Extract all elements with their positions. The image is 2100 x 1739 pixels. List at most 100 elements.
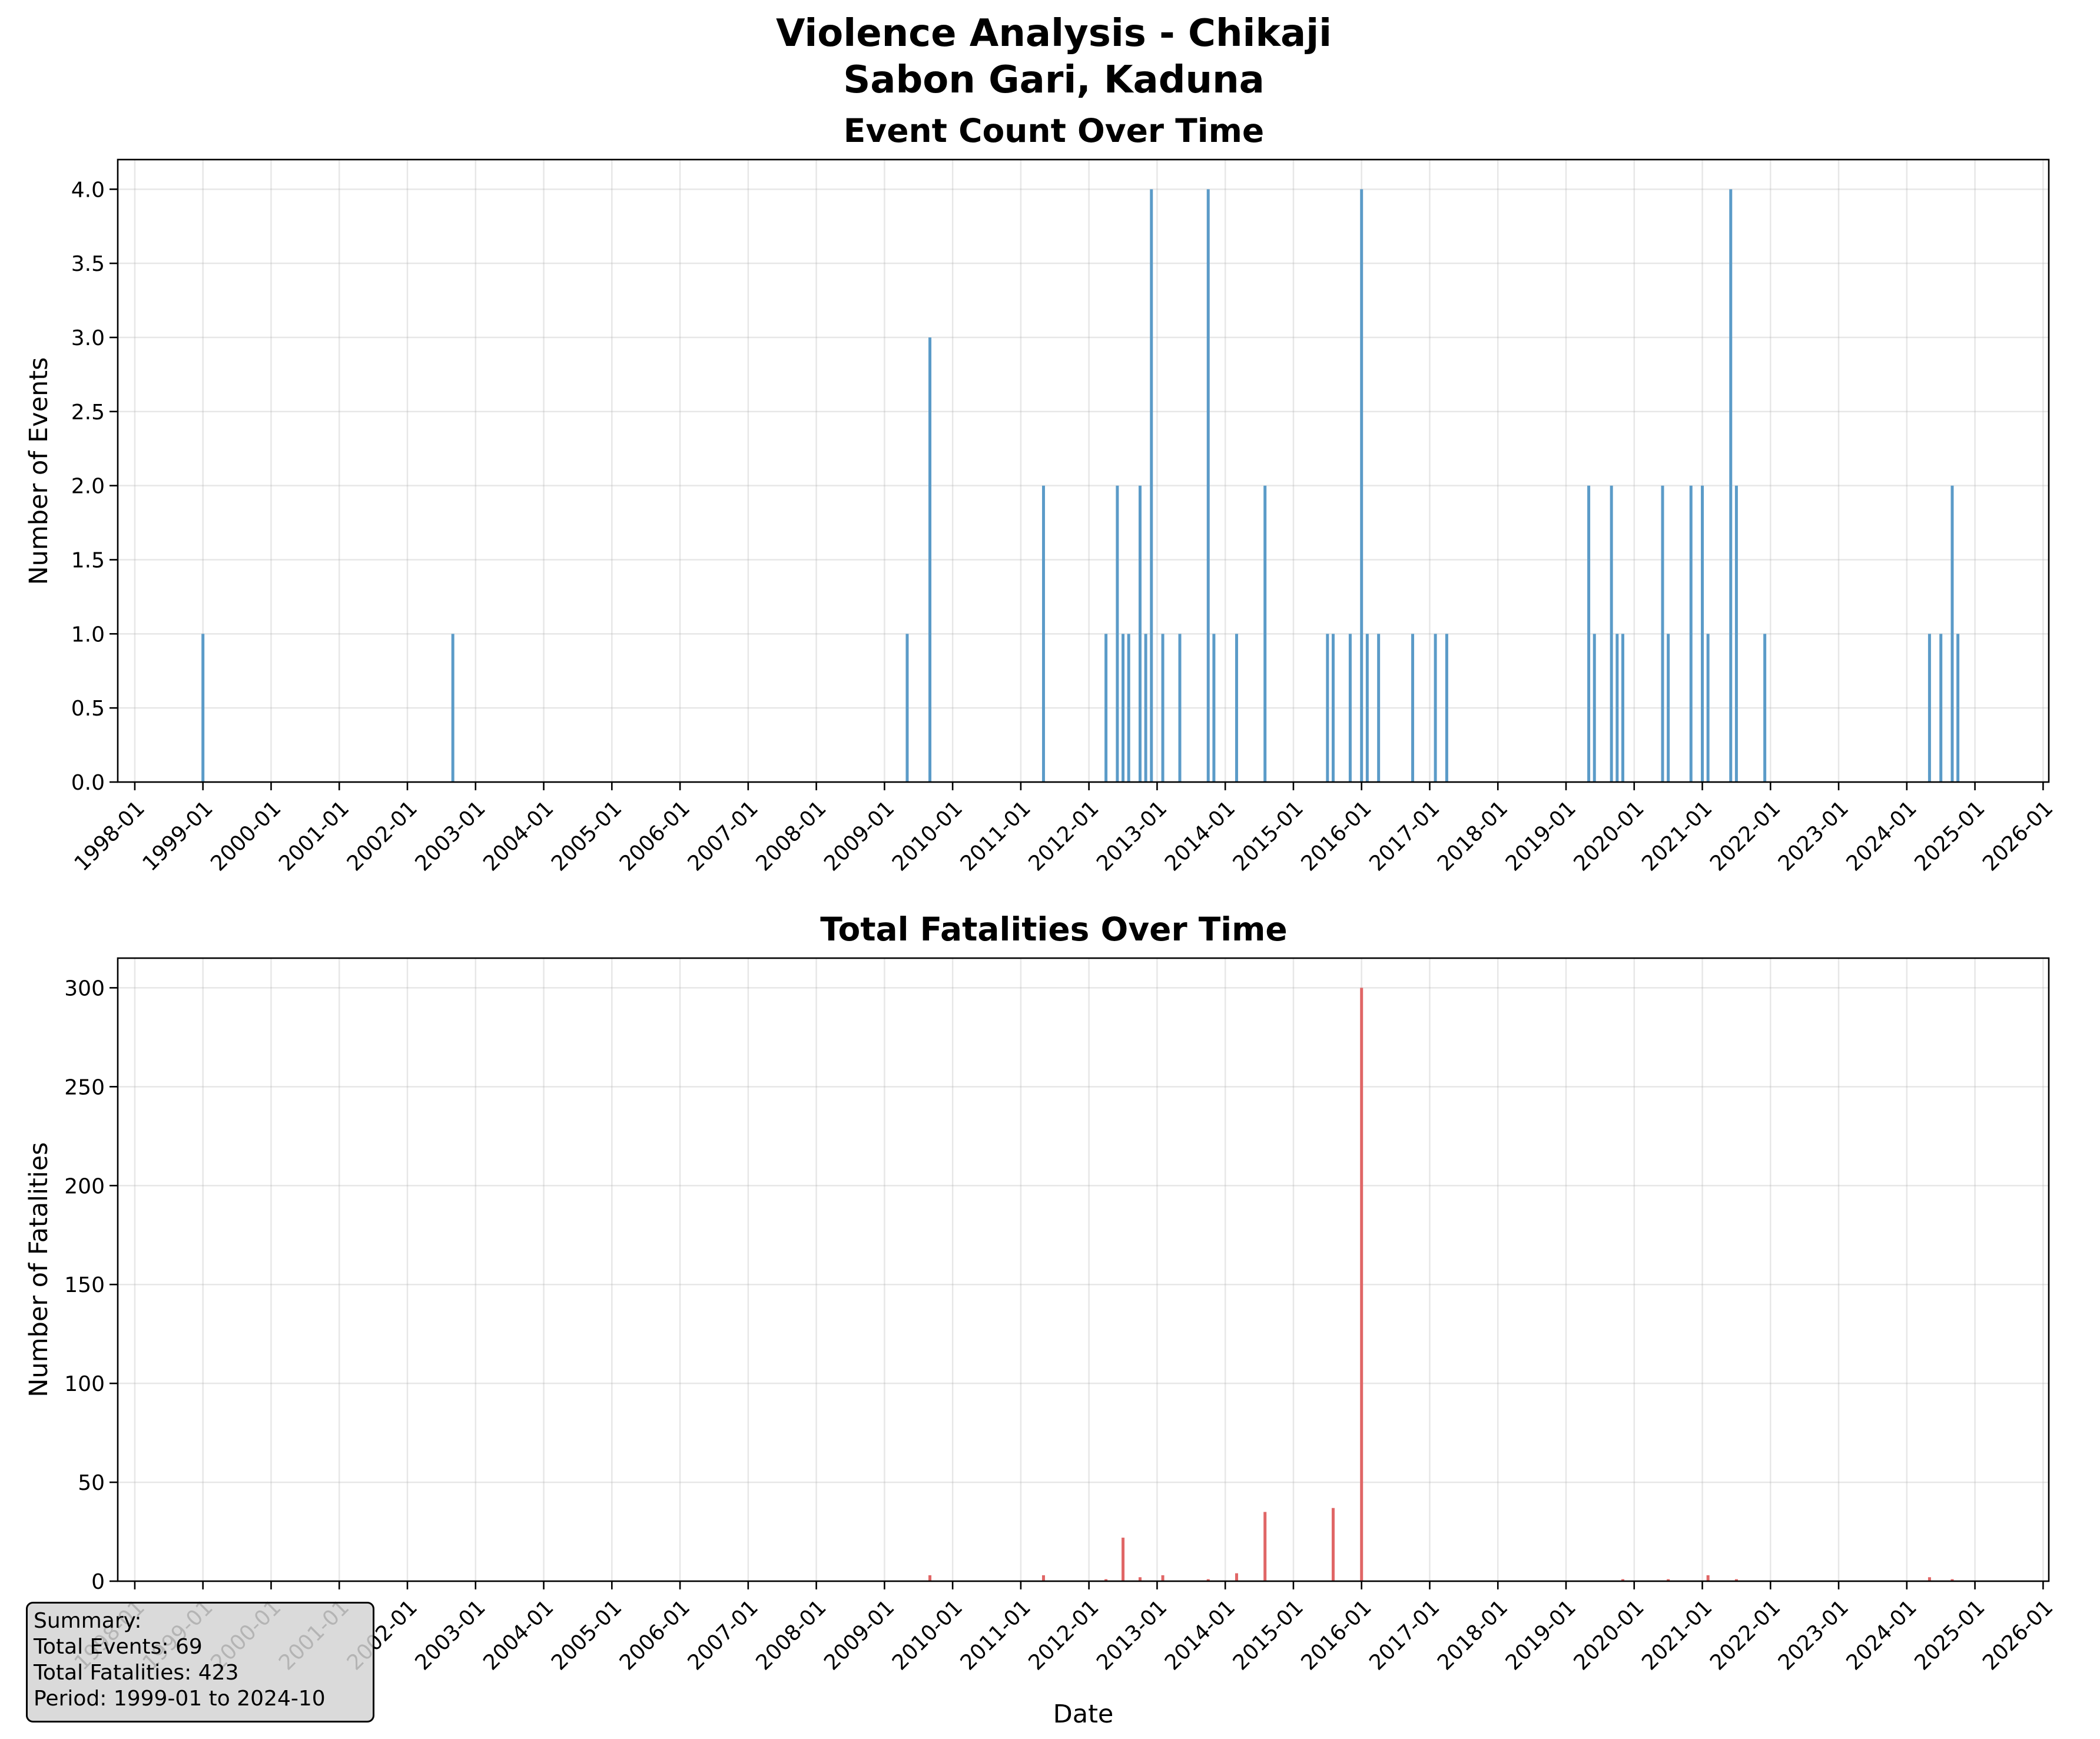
x-tick-label: 2016-01 (1296, 796, 1376, 876)
events-bar (1104, 634, 1108, 782)
y-tick-label: 100 (64, 1372, 105, 1396)
events-bar (1661, 485, 1664, 782)
events-bar (1360, 189, 1363, 782)
events-bar (1587, 485, 1591, 782)
x-tick-label: 2009-01 (820, 1595, 899, 1675)
events-bar (1377, 634, 1381, 782)
events-bar (1144, 634, 1147, 782)
x-tick-label: 1999-01 (138, 796, 217, 876)
events-bar (1956, 634, 1960, 782)
fatalities-gridlines (118, 958, 2049, 1582)
x-tick-label: 2017-01 (1365, 1595, 1444, 1675)
x-tick-label: 2015-01 (1229, 1595, 1308, 1675)
x-tick-label: 2014-01 (1160, 796, 1240, 876)
fatalities-y-axis-label: Number of Fatalities (24, 1142, 54, 1397)
x-tick-label: 2013-01 (1092, 796, 1172, 876)
summary-heading: Summary: (34, 1609, 142, 1633)
x-tick-label: 2013-01 (1092, 1595, 1172, 1675)
x-tick-label: 2003-01 (411, 1595, 490, 1675)
x-tick-label: 2019-01 (1501, 796, 1581, 876)
events-bar (1116, 485, 1119, 782)
x-tick-label: 2011-01 (956, 796, 1036, 876)
x-tick-label: 2017-01 (1365, 796, 1444, 876)
summary-total-events: Total Events: 69 (34, 1635, 203, 1659)
events-bar (1041, 485, 1045, 782)
event-count-chart-title: Event Count Over Time (844, 112, 1264, 150)
x-tick-label: 2015-01 (1229, 796, 1308, 876)
events-bar (1928, 634, 1931, 782)
events-bar (1235, 634, 1238, 782)
events-bar (1122, 634, 1125, 782)
events-bar (1161, 634, 1165, 782)
fatalities-bar (1621, 1579, 1624, 1581)
events-bar (1939, 634, 1943, 782)
y-tick-label: 2.0 (71, 475, 105, 499)
y-tick-label: 50 (78, 1471, 105, 1495)
x-tick-label: 2006-01 (615, 796, 695, 876)
events-bar (1445, 634, 1448, 782)
x-tick-label: 2022-01 (1706, 1595, 1785, 1675)
x-tick-label: 2000-01 (206, 796, 286, 876)
x-tick-label: 2009-01 (820, 796, 899, 876)
fatalities-bar (1122, 1538, 1125, 1581)
fatalities-bar (1041, 1575, 1045, 1581)
x-tick-label: 2022-01 (1706, 796, 1785, 876)
x-tick-label: 2020-01 (1570, 796, 1649, 876)
event-count-x-ticks: 1998-011999-012000-012001-012002-012003-… (70, 782, 2058, 876)
fatalities-bar (928, 1575, 932, 1581)
y-tick-label: 0.5 (71, 697, 105, 721)
x-tick-label: 2026-01 (1978, 796, 2058, 876)
fatalities-bar (1734, 1579, 1738, 1581)
fatalities-bar (1104, 1579, 1108, 1581)
y-tick-label: 1.5 (71, 549, 105, 573)
x-tick-label: 2018-01 (1433, 1595, 1512, 1675)
events-bar (1138, 485, 1142, 782)
event-count-plot-frame (117, 158, 2050, 783)
event-count-bars (201, 189, 1960, 782)
x-tick-label: 2001-01 (274, 796, 354, 876)
x-tick-label: 2018-01 (1433, 796, 1512, 876)
events-bar (1615, 634, 1619, 782)
events-bar (1365, 634, 1369, 782)
events-bar (201, 634, 205, 782)
y-tick-label: 1.0 (71, 622, 105, 647)
x-tick-label: 2024-01 (1842, 1595, 1922, 1675)
x-tick-label: 2024-01 (1842, 796, 1922, 876)
event-count-y-ticks: 0.0 0.5 1.0 1.5 2.0 2.5 3.0 3.5 4.0 (71, 178, 118, 795)
events-bar (1734, 485, 1738, 782)
fatalities-bars (928, 988, 1954, 1581)
events-bar (1950, 485, 1954, 782)
events-bar (1212, 634, 1216, 782)
events-bar (1411, 634, 1415, 782)
x-tick-label: 2007-01 (684, 796, 763, 876)
events-bar (1593, 634, 1596, 782)
events-bar (1331, 634, 1335, 782)
events-bar (1263, 485, 1267, 782)
x-tick-label: 2006-01 (615, 1595, 695, 1675)
events-bar (1689, 485, 1693, 782)
fatalities-bar (1360, 988, 1363, 1581)
fatalities-bar (1667, 1579, 1670, 1581)
events-bar (1701, 485, 1704, 782)
fatalities-bar (1235, 1573, 1238, 1581)
events-bar (1348, 634, 1352, 782)
events-bar (928, 337, 932, 782)
fatalities-bar (1206, 1579, 1210, 1581)
event-count-gridlines (118, 160, 2049, 783)
events-bar (1326, 634, 1329, 782)
events-bar (1763, 634, 1767, 782)
summary-box: Summary: Total Events: 69 Total Fataliti… (26, 1602, 374, 1723)
events-bar (905, 634, 909, 782)
events-bar (1206, 189, 1210, 782)
events-bar (1706, 634, 1710, 782)
x-tick-label: 2014-01 (1160, 1595, 1240, 1675)
events-bar (1667, 634, 1670, 782)
fatalities-bar (1928, 1577, 1931, 1581)
y-tick-label: 2.5 (71, 400, 105, 425)
events-bar (1127, 634, 1130, 782)
x-tick-label: 2023-01 (1774, 1595, 1853, 1675)
event-count-y-axis-label: Number of Events (24, 357, 54, 585)
x-tick-label: 2008-01 (751, 796, 831, 876)
events-bar (1729, 189, 1733, 782)
fatalities-plot-frame (117, 957, 2050, 1582)
